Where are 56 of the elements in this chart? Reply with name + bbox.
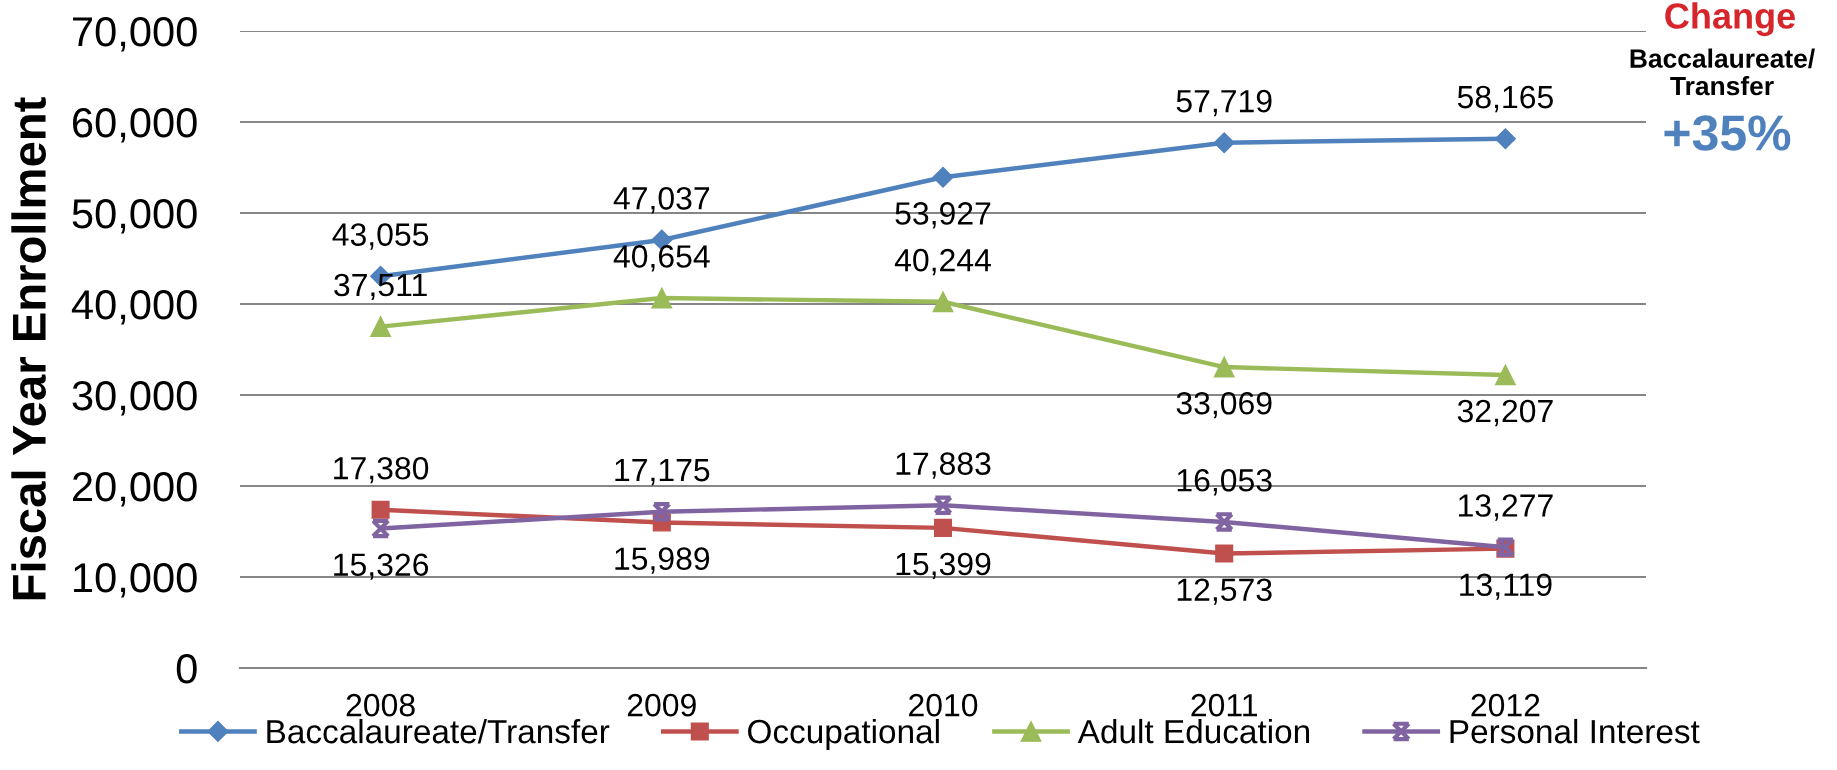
text: Change — [1665, 2, 1795, 37]
point — [933, 518, 953, 537]
y-axis-title: Fiscal Year Enrollment — [11, 97, 46, 600]
data-label: 37,511 — [334, 273, 427, 301]
data-label: 47,037 — [613, 187, 710, 214]
point — [1213, 356, 1235, 378]
data-label: 17,175 — [615, 459, 710, 486]
point — [370, 316, 392, 338]
data-label: 40,244 — [894, 248, 991, 276]
data-label: 58,165 — [1457, 85, 1553, 113]
data-label: 15,989 — [615, 547, 710, 574]
data-label: 53,927 — [895, 202, 991, 229]
point — [932, 166, 954, 188]
legend-label: Personal Interest — [1450, 718, 1700, 744]
x-tick-label: 2010 — [909, 693, 978, 717]
x-tick-label: 2012 — [1471, 693, 1540, 717]
point — [933, 495, 953, 515]
data-label: 32,207 — [1457, 399, 1553, 427]
data-label: 13,119 — [1460, 573, 1552, 600]
point — [370, 518, 391, 539]
point — [932, 291, 954, 313]
point — [1214, 512, 1234, 532]
point — [371, 500, 390, 519]
data-label: 17,883 — [896, 452, 991, 479]
data-label: 15,326 — [334, 553, 429, 580]
x-tick-label: 2011 — [1191, 693, 1257, 717]
y-tick-label: 0 — [176, 654, 197, 684]
y-tick-label: 40,000 — [71, 290, 197, 325]
data-label: 13,277 — [1458, 494, 1553, 521]
point — [1494, 128, 1516, 150]
y-tick-label: 30,000 — [72, 381, 197, 416]
legend-label: Occupational — [748, 718, 939, 750]
y-tick-label: 10,000 — [74, 563, 197, 598]
data-label: 16,053 — [1177, 468, 1272, 496]
data-label: 12,573 — [1177, 578, 1272, 605]
legend-label: Adult Education — [1077, 718, 1310, 744]
point — [1494, 364, 1516, 386]
data-label: 43,055 — [332, 223, 429, 250]
point — [652, 501, 672, 522]
y-tick-label: 20,000 — [73, 472, 197, 507]
text: +35% — [1664, 115, 1791, 151]
point — [651, 287, 673, 309]
y-tick-label: 60,000 — [73, 108, 197, 143]
data-label: 15,399 — [896, 552, 991, 580]
x-tick-label: 2009 — [627, 693, 696, 717]
data-label: 40,654 — [613, 245, 710, 272]
annotation: Baccalaureate/ Transfer — [1630, 48, 1815, 96]
x-tick-label: 2008 — [346, 693, 415, 717]
data-label: 17,380 — [334, 456, 429, 484]
y-tick-label: 70,000 — [73, 17, 197, 52]
data-label: 57,719 — [1176, 89, 1272, 117]
data-label: 33,069 — [1176, 391, 1272, 419]
legend-label: Baccalaureate/Transfer — [267, 718, 610, 744]
point — [1215, 544, 1234, 563]
y-tick-label: 50,000 — [72, 199, 197, 234]
point — [1213, 132, 1235, 154]
